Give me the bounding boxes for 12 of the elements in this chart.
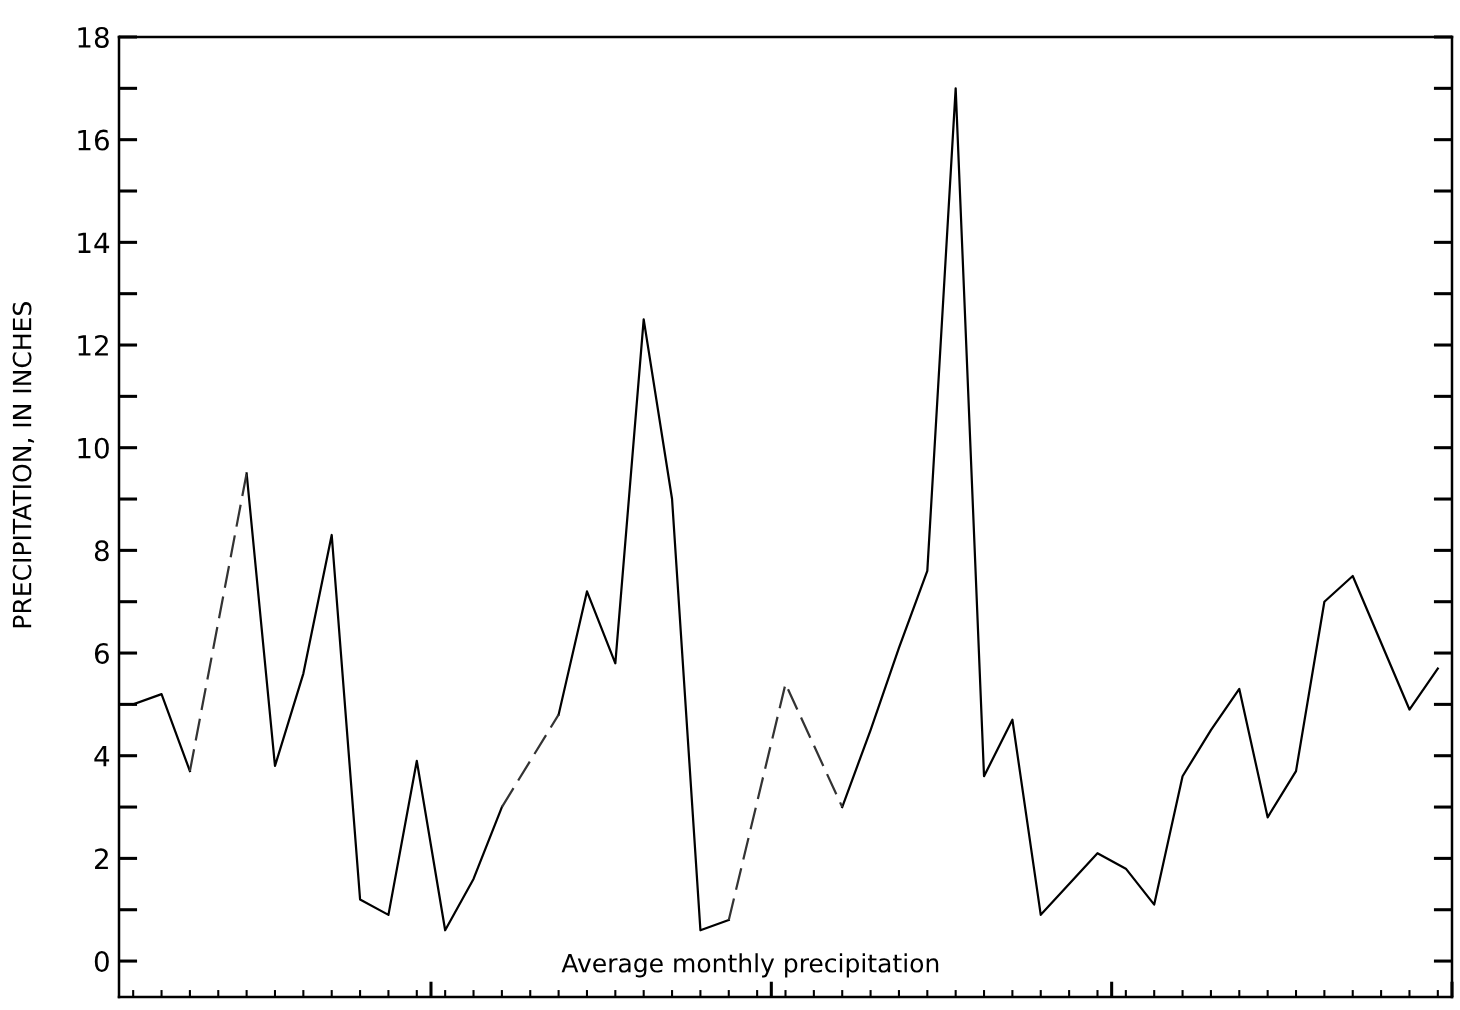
y-tick-label: 12: [78, 334, 108, 356]
y-tick-label: 2: [95, 848, 108, 869]
y-tick-label: 18: [78, 26, 109, 48]
y-tick-label: 14: [78, 232, 110, 253]
y-tick-label: 0: [94, 951, 109, 973]
y-tick-label: 10: [78, 437, 109, 459]
y-axis-title: PRECIPITATION, IN INCHES: [12, 302, 35, 628]
y-tick-label: 8: [94, 540, 109, 562]
y-tick-label: 4: [94, 746, 110, 767]
y-tick-label: 6: [94, 642, 109, 664]
y-tick-label: 16: [78, 129, 109, 151]
annotation: Average monthly precipitation: [561, 953, 939, 978]
